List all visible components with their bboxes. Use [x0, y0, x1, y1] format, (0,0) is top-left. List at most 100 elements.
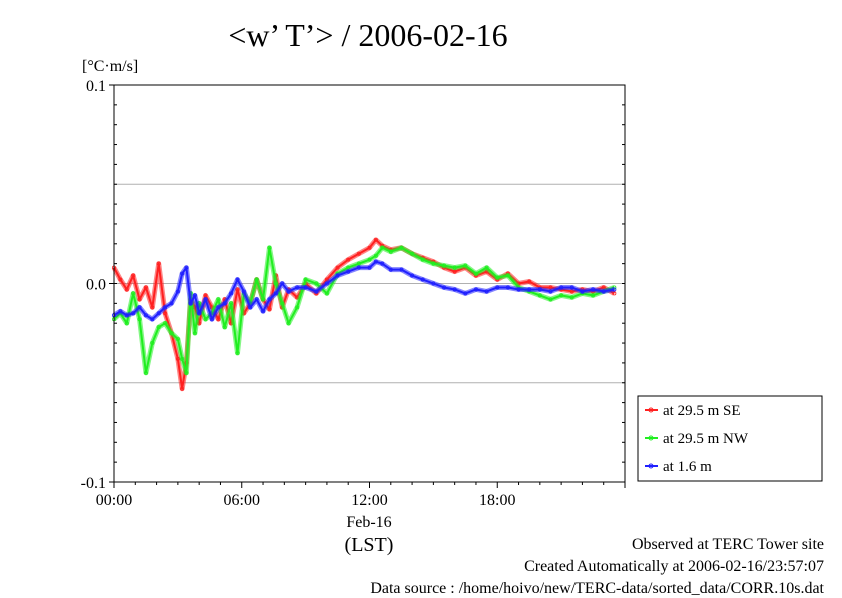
data-point — [143, 285, 148, 290]
data-point — [431, 281, 436, 286]
data-point — [559, 285, 564, 290]
data-point — [261, 297, 266, 302]
data-point — [180, 386, 185, 391]
data-point — [180, 356, 185, 361]
data-point — [209, 317, 214, 322]
legend-box — [637, 395, 823, 482]
data-point — [463, 263, 468, 268]
data-point — [495, 285, 500, 290]
data-point — [235, 277, 240, 282]
data-point — [373, 237, 378, 242]
data-point — [118, 277, 123, 282]
data-point — [156, 261, 161, 266]
data-point — [335, 265, 340, 270]
data-point — [124, 321, 129, 326]
data-point — [267, 245, 272, 250]
legend-label: at 1.6 m — [663, 459, 712, 475]
data-point — [548, 289, 553, 294]
data-point — [367, 245, 372, 250]
series-layer — [111, 237, 617, 392]
data-point — [324, 291, 329, 296]
data-point — [131, 273, 136, 278]
data-point — [473, 287, 478, 292]
data-point — [569, 295, 574, 300]
data-point — [367, 265, 372, 270]
data-point — [420, 277, 425, 282]
x-tick-label: 18:00 — [479, 492, 515, 509]
data-point — [175, 356, 180, 361]
data-point — [169, 301, 174, 306]
data-point — [150, 305, 155, 310]
data-point — [463, 291, 468, 296]
data-point — [380, 261, 385, 266]
x-axis-title: (LST) — [345, 534, 394, 556]
data-point — [203, 297, 208, 302]
footer-created: Created Automatically at 2006-02-16/23:5… — [524, 558, 824, 575]
data-point — [175, 289, 180, 294]
footer-source: Data source : /home/hoivo/new/TERC-data/… — [370, 580, 824, 597]
data-point — [314, 289, 319, 294]
data-point — [267, 297, 272, 302]
data-point — [180, 271, 185, 276]
x-tick-label: 06:00 — [224, 492, 260, 509]
data-point — [388, 267, 393, 272]
data-point — [216, 297, 221, 302]
data-point — [131, 311, 136, 316]
data-point — [216, 305, 221, 310]
data-point — [324, 281, 329, 286]
x-axis: 00:00 06:00 12:00 18:00 — [96, 482, 626, 509]
data-point — [410, 273, 415, 278]
data-point — [537, 287, 542, 292]
data-point — [235, 287, 240, 292]
data-point — [163, 321, 168, 326]
data-point — [169, 331, 174, 336]
data-point — [156, 311, 161, 316]
data-point — [473, 271, 478, 276]
footer-site: Observed at TERC Tower site — [631, 536, 824, 553]
data-point — [420, 257, 425, 262]
y-axis-unit-label: [°C·m/s] — [82, 58, 138, 75]
data-point — [431, 261, 436, 266]
data-point — [261, 309, 266, 314]
data-point — [484, 289, 489, 294]
legend-marker — [648, 407, 654, 413]
data-point — [137, 317, 142, 322]
data-point — [559, 293, 564, 298]
data-point — [346, 257, 351, 262]
data-point — [601, 289, 606, 294]
data-point — [150, 341, 155, 346]
data-point — [548, 297, 553, 302]
data-point — [163, 305, 168, 310]
data-point — [612, 287, 617, 292]
y-tick-label: 0.0 — [86, 277, 106, 294]
data-point — [335, 273, 340, 278]
data-point — [124, 287, 129, 292]
data-point — [495, 275, 500, 280]
data-point — [527, 279, 532, 284]
data-point — [184, 370, 189, 375]
data-point — [399, 245, 404, 250]
data-point — [373, 253, 378, 258]
data-point — [229, 291, 234, 296]
data-point — [591, 287, 596, 292]
data-point — [222, 325, 227, 330]
data-point — [303, 277, 308, 282]
data-point — [314, 281, 319, 286]
data-point — [248, 305, 253, 310]
data-point — [410, 251, 415, 256]
data-point — [373, 259, 378, 264]
data-point — [267, 307, 272, 312]
x-axis-date-label: Feb-16 — [346, 514, 391, 531]
data-point — [286, 289, 291, 294]
data-point — [569, 285, 574, 290]
data-point — [197, 311, 202, 316]
data-point — [580, 289, 585, 294]
data-point — [388, 249, 393, 254]
chart-title: <w’ T’> / 2006-02-16 — [228, 17, 507, 53]
data-point — [505, 285, 510, 290]
data-point — [150, 317, 155, 322]
legend: at 29.5 m SE at 29.5 m NW at 1.6 m — [637, 395, 823, 482]
data-point — [118, 309, 123, 314]
data-point — [484, 265, 489, 270]
data-point — [280, 301, 285, 306]
